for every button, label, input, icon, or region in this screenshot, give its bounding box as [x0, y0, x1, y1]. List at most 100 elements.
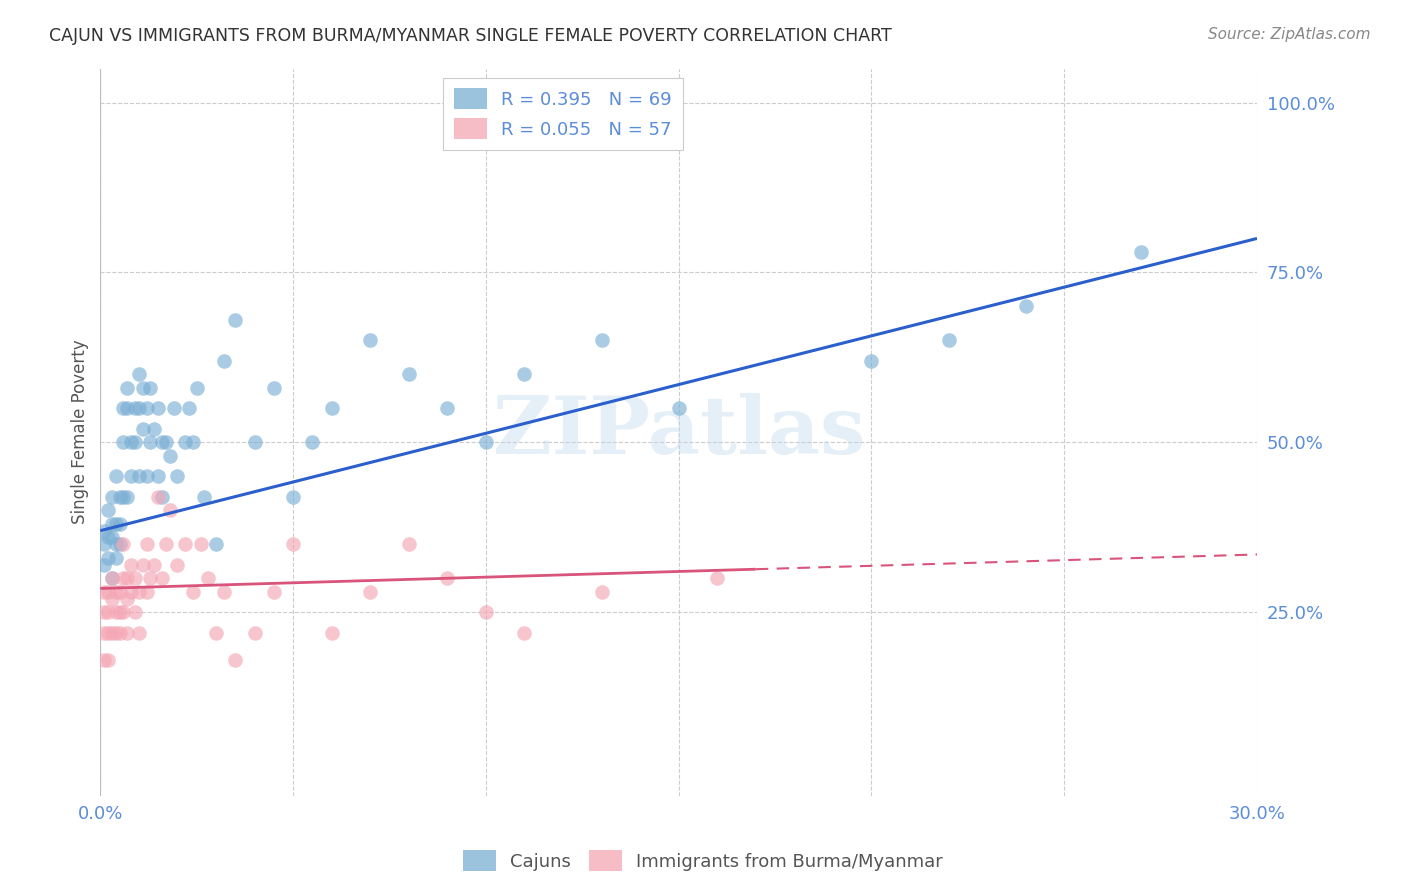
Point: [128, 625, 150, 640]
Point: [155, 435, 177, 450]
Legend: Cajuns, Immigrants from Burma/Myanmar: Cajuns, Immigrants from Burma/Myanmar: [456, 843, 950, 879]
Point: [159, 503, 181, 517]
Point: [101, 571, 124, 585]
Point: [108, 537, 131, 551]
Point: [120, 585, 142, 599]
Point: [205, 625, 228, 640]
Point: [938, 334, 960, 348]
Point: [97, 625, 120, 640]
Point: [205, 537, 228, 551]
Point: [139, 435, 162, 450]
Point: [591, 334, 613, 348]
Point: [513, 368, 536, 382]
Point: [124, 571, 146, 585]
Point: [104, 585, 127, 599]
Point: [132, 558, 155, 572]
Point: [155, 537, 177, 551]
Point: [668, 401, 690, 416]
Point: [108, 516, 131, 531]
Point: [174, 537, 197, 551]
Point: [93, 625, 115, 640]
Point: [101, 531, 124, 545]
Point: [97, 605, 120, 619]
Point: [101, 625, 124, 640]
Point: [117, 591, 139, 606]
Point: [148, 490, 170, 504]
Text: CAJUN VS IMMIGRANTS FROM BURMA/MYANMAR SINGLE FEMALE POVERTY CORRELATION CHART: CAJUN VS IMMIGRANTS FROM BURMA/MYANMAR S…: [49, 27, 891, 45]
Point: [117, 625, 139, 640]
Point: [120, 558, 142, 572]
Point: [860, 353, 883, 368]
Point: [128, 585, 150, 599]
Text: Source: ZipAtlas.com: Source: ZipAtlas.com: [1208, 27, 1371, 42]
Point: [128, 469, 150, 483]
Point: [263, 585, 285, 599]
Point: [108, 585, 131, 599]
Point: [359, 334, 381, 348]
Point: [177, 401, 200, 416]
Point: [117, 381, 139, 395]
Point: [93, 558, 115, 572]
Point: [398, 368, 420, 382]
Point: [475, 605, 498, 619]
Point: [101, 490, 124, 504]
Point: [181, 435, 204, 450]
Point: [1015, 299, 1038, 313]
Point: [112, 435, 135, 450]
Point: [132, 381, 155, 395]
Point: [436, 401, 458, 416]
Point: [93, 653, 115, 667]
Point: [97, 503, 120, 517]
Point: [120, 469, 142, 483]
Point: [174, 435, 197, 450]
Text: ZIPatlas: ZIPatlas: [492, 393, 865, 471]
Point: [97, 550, 120, 565]
Point: [93, 537, 115, 551]
Point: [591, 585, 613, 599]
Point: [243, 435, 266, 450]
Point: [101, 516, 124, 531]
Point: [117, 490, 139, 504]
Point: [135, 401, 157, 416]
Point: [212, 585, 235, 599]
Point: [224, 653, 246, 667]
Point: [112, 401, 135, 416]
Point: [301, 435, 323, 450]
Point: [104, 469, 127, 483]
Y-axis label: Single Female Poverty: Single Female Poverty: [72, 340, 89, 524]
Point: [513, 625, 536, 640]
Point: [104, 516, 127, 531]
Point: [166, 558, 188, 572]
Point: [97, 653, 120, 667]
Point: [706, 571, 728, 585]
Point: [190, 537, 212, 551]
Point: [135, 585, 157, 599]
Point: [359, 585, 381, 599]
Point: [181, 585, 204, 599]
Point: [139, 571, 162, 585]
Point: [104, 550, 127, 565]
Point: [124, 401, 146, 416]
Point: [436, 571, 458, 585]
Point: [148, 401, 170, 416]
Point: [104, 605, 127, 619]
Point: [128, 401, 150, 416]
Point: [321, 625, 343, 640]
Point: [117, 401, 139, 416]
Point: [321, 401, 343, 416]
Point: [97, 531, 120, 545]
Point: [263, 381, 285, 395]
Point: [150, 490, 173, 504]
Point: [132, 422, 155, 436]
Point: [124, 605, 146, 619]
Point: [101, 571, 124, 585]
Point: [193, 490, 215, 504]
Point: [212, 353, 235, 368]
Point: [108, 490, 131, 504]
Point: [186, 381, 208, 395]
Point: [128, 368, 150, 382]
Point: [243, 625, 266, 640]
Point: [112, 537, 135, 551]
Point: [108, 625, 131, 640]
Point: [281, 490, 304, 504]
